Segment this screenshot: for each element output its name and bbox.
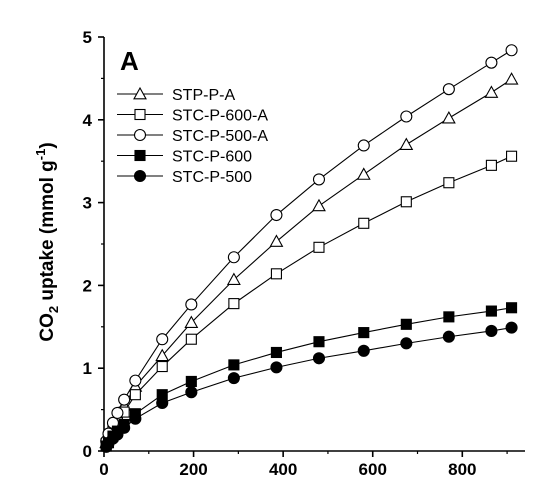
data-point (185, 333, 197, 345)
data-point (270, 268, 282, 280)
data-point (504, 72, 519, 85)
data-point (118, 393, 131, 406)
data-point (357, 139, 370, 152)
data-point (443, 311, 455, 323)
data-point (442, 330, 455, 343)
data-point (506, 302, 518, 314)
x-tick-label: 800 (448, 460, 476, 479)
legend-entry: STP-P-A (117, 86, 235, 104)
legend-entry: STC-P-600-A (117, 108, 268, 125)
x-tick-label: 0 (99, 460, 108, 479)
data-point (111, 406, 124, 419)
legend-marker (134, 149, 146, 162)
legend-marker (134, 108, 146, 121)
data-point (312, 352, 326, 365)
y-tick-label: 1 (83, 359, 92, 378)
x-tick-label: 200 (179, 460, 207, 479)
data-point (312, 173, 326, 186)
data-point (484, 85, 499, 98)
data-point (399, 137, 414, 150)
data-point (357, 344, 370, 357)
y-tick-label: 4 (83, 111, 93, 130)
legend-label: STC-P-500 (172, 169, 252, 186)
data-point (270, 346, 282, 359)
data-point (313, 336, 325, 348)
legend-label: STP-P-A (172, 87, 235, 104)
legend-marker (133, 128, 147, 142)
data-point (485, 305, 497, 317)
axes: 0 200 400 600 800 0 1 2 3 4 5 (83, 28, 525, 479)
series-stc-p-600 (100, 302, 518, 452)
data-point (118, 421, 131, 434)
data-point (227, 251, 240, 264)
legend: STP-P-A STC-P-600-A STC-P-500-A STC-P-600 ST… (117, 86, 268, 186)
series-line (105, 78, 512, 443)
data-point (228, 298, 240, 310)
data-point (505, 321, 518, 334)
series-line (105, 307, 512, 447)
legend-entry: STC-P-500 (117, 169, 252, 186)
series-line (105, 327, 512, 448)
data-point (356, 167, 371, 180)
data-point (506, 150, 518, 162)
series-layer (99, 44, 519, 453)
data-point (185, 375, 197, 387)
data-point (228, 359, 240, 371)
data-point (400, 196, 412, 208)
data-point (226, 272, 241, 285)
y-tick-label: 3 (83, 194, 92, 213)
data-point (358, 217, 370, 229)
series-line (105, 49, 512, 442)
data-point (358, 327, 370, 339)
data-point (400, 110, 413, 123)
data-point (156, 333, 169, 346)
data-point (227, 372, 240, 385)
legend-entry: STC-P-600 (117, 149, 252, 166)
data-point (156, 396, 169, 410)
legend-entry: STC-P-500-A (117, 128, 268, 145)
y-tick-label: 0 (83, 442, 92, 461)
data-point (129, 374, 142, 387)
data-point (441, 111, 456, 124)
data-point (312, 198, 326, 212)
data-point (156, 360, 168, 373)
data-point (155, 348, 170, 362)
data-point (443, 177, 455, 189)
legend-marker (133, 169, 147, 183)
y-tick-label: 2 (83, 276, 92, 295)
data-point (485, 324, 498, 337)
data-point (129, 412, 142, 425)
data-point (129, 389, 141, 401)
data-point (185, 386, 198, 399)
data-point (400, 318, 412, 330)
data-point (485, 56, 498, 69)
data-point (505, 44, 518, 57)
x-tick-label: 600 (359, 460, 387, 479)
legend-marker (133, 86, 147, 100)
y-tick-label: 5 (83, 28, 92, 47)
legend-label: STC-P-500-A (172, 128, 268, 145)
data-point (442, 83, 455, 96)
x-tick-label: 400 (269, 460, 297, 479)
data-point (313, 241, 325, 253)
data-point (270, 208, 283, 222)
series-stc-p-500-a (100, 44, 518, 448)
data-point (269, 234, 284, 247)
legend-label: STC-P-600 (172, 149, 252, 166)
data-point (400, 337, 413, 350)
panel-label: A (120, 46, 139, 76)
data-point (485, 159, 497, 171)
y-axis-label: CO2 uptake (mmol g-1) (33, 142, 61, 341)
data-point (270, 361, 283, 374)
data-point (184, 315, 199, 329)
legend-label: STC-P-600-A (172, 108, 268, 125)
series-stc-p-500 (100, 321, 518, 453)
data-point (185, 298, 198, 311)
